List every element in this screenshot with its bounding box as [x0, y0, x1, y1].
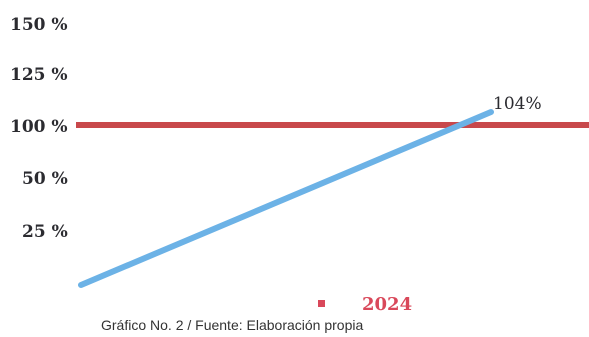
y-tick-25: 25 %: [22, 222, 68, 242]
y-tick-125: 125 %: [10, 65, 68, 85]
legend-swatch: [318, 300, 325, 307]
series-end-label: 104%: [493, 94, 542, 114]
legend-label: 2024: [362, 294, 412, 315]
y-tick-150: 150 %: [10, 15, 68, 35]
y-tick-50: 50 %: [22, 169, 68, 189]
y-tick-100: 100 %: [10, 117, 68, 137]
series-line: [78, 109, 494, 288]
chart-caption: Gráfico No. 2 / Fuente: Elaboración prop…: [101, 317, 363, 333]
